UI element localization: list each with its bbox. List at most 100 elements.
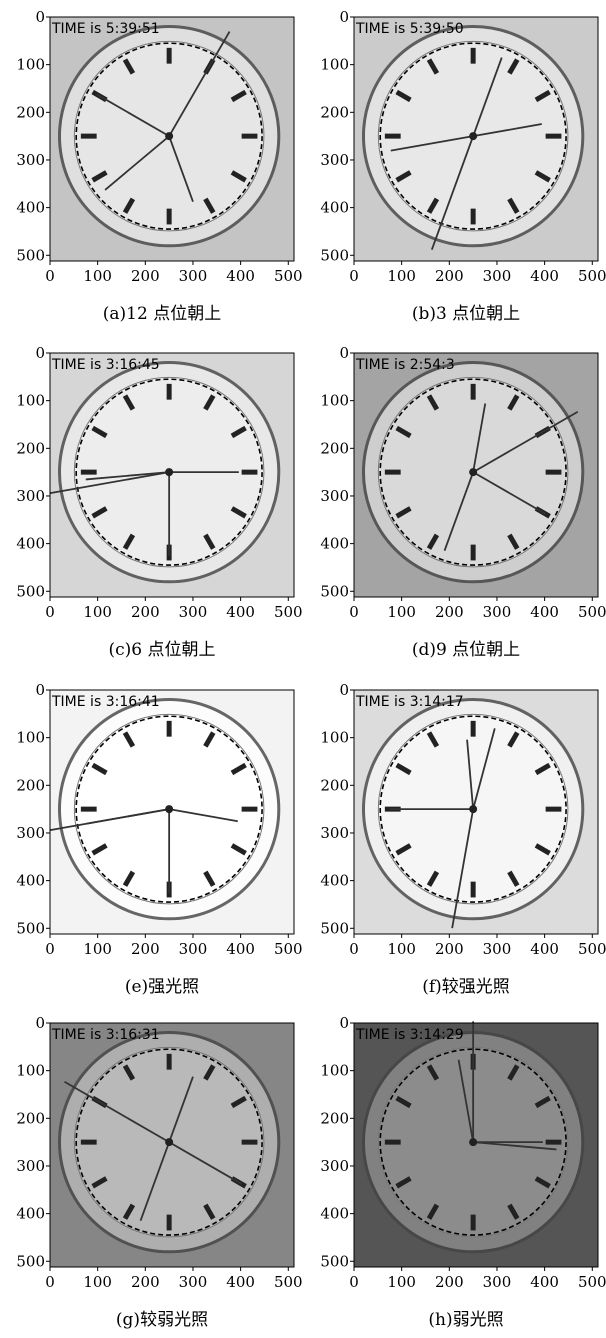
x-tick-label: 0 bbox=[45, 1273, 55, 1291]
x-tick-label: 100 bbox=[387, 1273, 416, 1291]
y-tick-label: 400 bbox=[320, 872, 349, 890]
x-tick-label: 500 bbox=[578, 603, 606, 621]
x-tick-label: 400 bbox=[530, 267, 559, 285]
x-tick-label: 0 bbox=[45, 267, 55, 285]
y-tick-label: 200 bbox=[16, 103, 45, 121]
y-tick-label: 300 bbox=[16, 824, 45, 842]
y-tick-label: 0 bbox=[339, 344, 349, 362]
x-tick-label: 300 bbox=[483, 940, 512, 958]
x-tick-label: 500 bbox=[274, 1273, 303, 1291]
x-tick-label: 400 bbox=[530, 1273, 559, 1291]
panel: TIME is 3:14:170100200300400500010020030… bbox=[320, 681, 606, 997]
y-tick-label: 400 bbox=[16, 535, 45, 553]
x-tick-label: 400 bbox=[530, 603, 559, 621]
x-tick-label: 400 bbox=[226, 603, 255, 621]
x-tick-label: 0 bbox=[45, 940, 55, 958]
y-tick-label: 200 bbox=[16, 776, 45, 794]
x-tick-label: 300 bbox=[483, 603, 512, 621]
y-tick-label: 200 bbox=[320, 776, 349, 794]
x-tick-label: 400 bbox=[530, 940, 559, 958]
y-tick-label: 400 bbox=[16, 1205, 45, 1223]
y-tick-label: 100 bbox=[16, 1062, 45, 1080]
y-tick-label: 0 bbox=[339, 681, 349, 699]
y-tick-label: 200 bbox=[320, 1109, 349, 1127]
x-tick-label: 100 bbox=[83, 267, 112, 285]
x-tick-label: 400 bbox=[226, 1273, 255, 1291]
x-tick-label: 500 bbox=[578, 940, 606, 958]
caption: (e)强光照 bbox=[125, 977, 199, 997]
time-label: TIME is 3:16:45 bbox=[51, 357, 160, 373]
x-tick-label: 200 bbox=[131, 267, 160, 285]
caption: (g)较弱光照 bbox=[116, 1310, 208, 1330]
x-tick-label: 300 bbox=[483, 1273, 512, 1291]
y-tick-label: 300 bbox=[320, 1157, 349, 1175]
x-tick-label: 500 bbox=[274, 267, 303, 285]
x-tick-label: 100 bbox=[387, 267, 416, 285]
hand-center bbox=[469, 1138, 477, 1146]
y-tick-label: 500 bbox=[16, 1252, 45, 1270]
x-tick-label: 400 bbox=[226, 940, 255, 958]
y-tick-label: 100 bbox=[320, 392, 349, 410]
x-tick-label: 200 bbox=[435, 1273, 464, 1291]
time-label: TIME is 5:39:51 bbox=[51, 21, 160, 37]
y-tick-label: 400 bbox=[320, 199, 349, 217]
y-tick-label: 400 bbox=[16, 199, 45, 217]
y-tick-label: 200 bbox=[320, 103, 349, 121]
y-tick-label: 300 bbox=[16, 1157, 45, 1175]
x-tick-label: 500 bbox=[578, 267, 606, 285]
hand-center bbox=[165, 468, 173, 476]
time-label: TIME is 3:14:29 bbox=[355, 1027, 464, 1043]
y-tick-label: 500 bbox=[16, 919, 45, 937]
caption: (f)较强光照 bbox=[422, 977, 510, 997]
x-tick-label: 200 bbox=[435, 603, 464, 621]
x-tick-label: 200 bbox=[435, 267, 464, 285]
y-tick-label: 400 bbox=[320, 1205, 349, 1223]
hand-center bbox=[469, 132, 477, 140]
caption: (d)9 点位朝上 bbox=[412, 640, 520, 660]
time-label: TIME is 5:39:50 bbox=[355, 21, 464, 37]
hand-center bbox=[165, 1138, 173, 1146]
x-tick-label: 0 bbox=[349, 267, 359, 285]
x-tick-label: 500 bbox=[578, 1273, 606, 1291]
x-tick-label: 0 bbox=[349, 603, 359, 621]
y-tick-label: 500 bbox=[320, 919, 349, 937]
x-tick-label: 300 bbox=[179, 603, 208, 621]
figure: TIME is 5:39:510100200300400500010020030… bbox=[0, 0, 606, 1338]
y-tick-label: 400 bbox=[16, 872, 45, 890]
x-tick-label: 0 bbox=[349, 1273, 359, 1291]
hand-center bbox=[469, 805, 477, 813]
y-tick-label: 100 bbox=[320, 729, 349, 747]
x-tick-label: 100 bbox=[83, 940, 112, 958]
y-tick-label: 200 bbox=[16, 439, 45, 457]
caption: (a)12 点位朝上 bbox=[103, 304, 221, 324]
x-tick-label: 0 bbox=[349, 940, 359, 958]
x-tick-label: 300 bbox=[483, 267, 512, 285]
y-tick-label: 100 bbox=[320, 1062, 349, 1080]
y-tick-label: 0 bbox=[35, 344, 45, 362]
hand-center bbox=[165, 132, 173, 140]
y-tick-label: 400 bbox=[320, 535, 349, 553]
caption: (c)6 点位朝上 bbox=[108, 640, 215, 660]
x-tick-label: 200 bbox=[131, 603, 160, 621]
x-tick-label: 200 bbox=[435, 940, 464, 958]
y-tick-label: 100 bbox=[16, 729, 45, 747]
x-tick-label: 400 bbox=[226, 267, 255, 285]
y-tick-label: 0 bbox=[35, 1014, 45, 1032]
panel: TIME is 3:16:410100200300400500010020030… bbox=[16, 681, 302, 997]
y-tick-label: 100 bbox=[16, 392, 45, 410]
y-tick-label: 0 bbox=[35, 8, 45, 26]
x-tick-label: 500 bbox=[274, 940, 303, 958]
caption: (b)3 点位朝上 bbox=[412, 304, 520, 324]
time-label: TIME is 3:16:31 bbox=[51, 1027, 160, 1043]
y-tick-label: 100 bbox=[320, 56, 349, 74]
x-tick-label: 500 bbox=[274, 603, 303, 621]
x-tick-label: 0 bbox=[45, 603, 55, 621]
hand-center bbox=[469, 468, 477, 476]
y-tick-label: 300 bbox=[320, 151, 349, 169]
time-label: TIME is 3:16:41 bbox=[51, 694, 160, 710]
y-tick-label: 200 bbox=[320, 439, 349, 457]
